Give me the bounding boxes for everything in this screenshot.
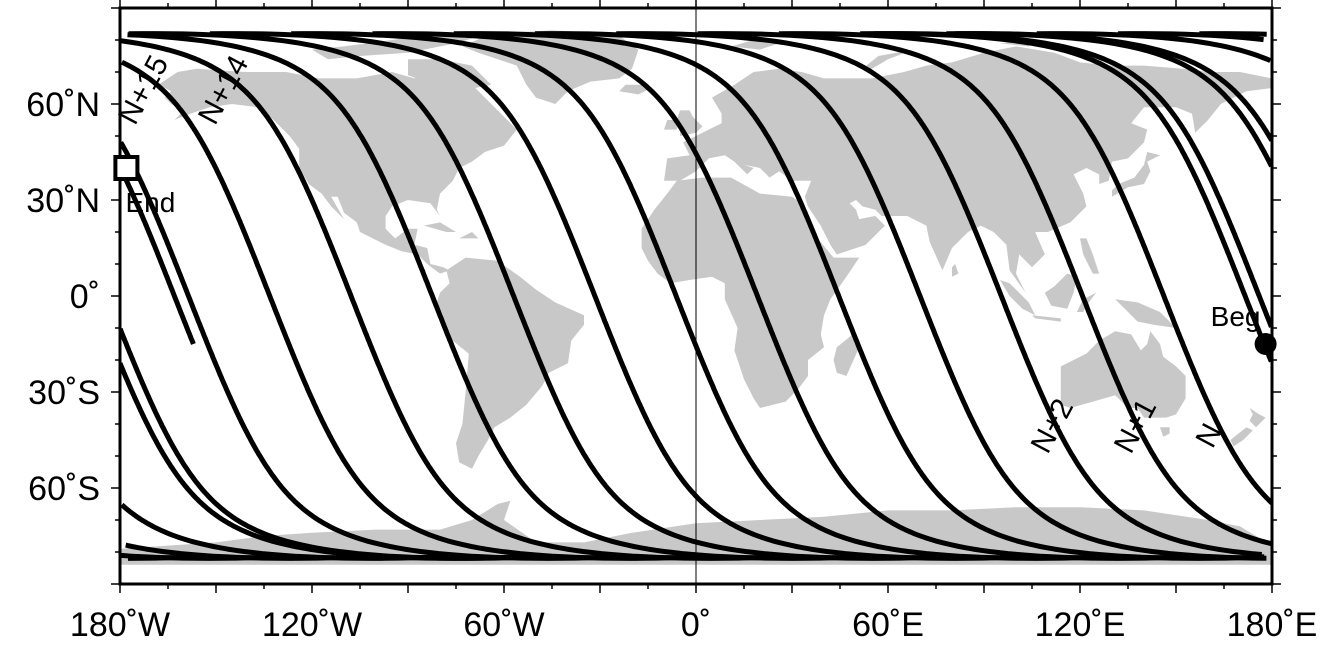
y-tick-label: 0˚ [70,278,100,316]
x-tick-label: 180˚W [70,606,170,644]
ground-track-rev-8 [372,31,1184,561]
arabia-red-landmass [804,193,885,255]
y-tick-label: 60˚N [26,86,100,124]
x-tick-label: 180˚E [1227,606,1318,644]
eurasia-landmass [664,46,1272,293]
ireland-landmass [664,120,677,130]
iceland-landmass [619,84,652,95]
begin-marker-dot [1254,333,1277,355]
ground-track-rev-11 [128,31,940,561]
end-marker-square [113,155,140,181]
greenland-landmass [462,30,639,104]
end-marker-label: End [125,187,175,218]
ground-track-rev-13 [120,31,1264,561]
new-zealand-n-landmass [1249,408,1266,428]
ground-track-rev-10 [209,31,1021,561]
madagascar-landmass [833,334,860,376]
philippines-landmass [1080,238,1100,274]
baffin-landmass [408,59,492,92]
x-tick-label: 60˚W [463,606,544,644]
new-guinea-landmass [1115,299,1176,328]
borneo-landmass [1044,273,1077,309]
novaya-zemlya-landmass [862,49,914,69]
hispaniola-landmass [459,232,479,239]
x-tick-label: 60˚E [852,606,924,644]
java-landmass [1032,315,1061,322]
sumatra-landmass [1000,280,1036,316]
y-tick-label: 30˚S [28,374,100,412]
ground-track-rev-15 [120,31,1272,561]
australia-landmass [1060,331,1186,418]
ground-track-rev-7 [453,31,1265,561]
sri-lanka-landmass [952,264,959,277]
ground-track-layer [120,31,1272,561]
y-tick-label: 60˚S [28,470,100,508]
tick-mark-layer [111,0,1281,593]
x-tick-label: 120˚E [1035,606,1126,644]
ground-track-rev-14 [120,31,1272,561]
ground-track-rev-16 [120,31,1272,561]
marker-layer: Beg End [113,155,1277,355]
ground-track-rev-9 [291,31,1102,561]
cuba-landmass [424,222,456,232]
new-zealand-s-landmass [1230,427,1253,447]
x-tick-label: 120˚W [262,606,362,644]
begin-marker-label: Beg [1211,301,1261,332]
japan-landmass [1112,152,1160,197]
y-tick-label: 30˚N [26,182,100,220]
x-tick-label: 0˚ [681,606,711,644]
ground-track-rev-6 [127,31,1267,561]
ground-track-rev-2 [120,31,1272,561]
tasmania-landmass [1160,427,1170,437]
south-america-landmass [436,257,584,469]
axis-label-layer: 180˚W 120˚W 60˚W 0˚ 60˚E 120˚E 180˚E 60˚N 30˚N 0˚… [26,86,1317,644]
